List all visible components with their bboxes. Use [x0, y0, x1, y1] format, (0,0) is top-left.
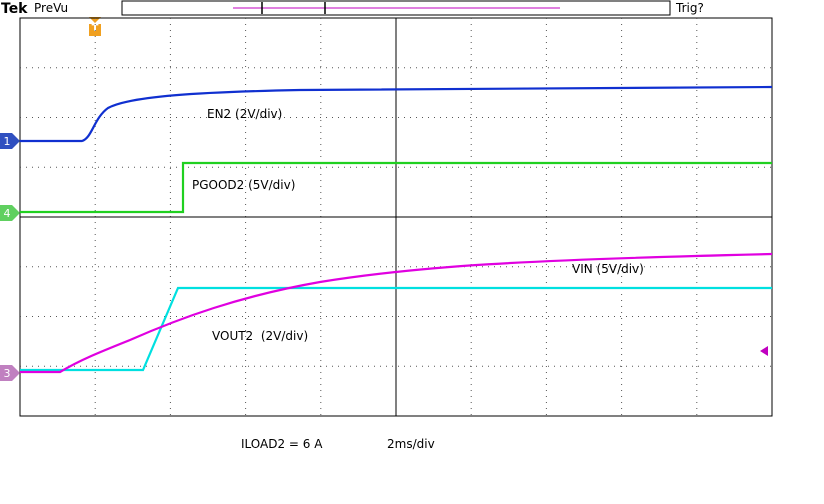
- pgood2-label: PGOOD2 (5V/div): [192, 178, 295, 192]
- graticule: [19, 17, 773, 417]
- ch4-marker: 4: [4, 207, 11, 220]
- vin-label: VIN (5V/div): [572, 262, 644, 276]
- vin-trace: [20, 252, 773, 374]
- timebase-label: 2ms/div: [387, 437, 435, 451]
- status: PreVu: [34, 1, 68, 15]
- pgood2-trace: [20, 161, 772, 214]
- load-label: ILOAD2 = 6 A: [241, 437, 323, 451]
- en2-label: EN2 (2V/div): [207, 107, 282, 121]
- view-bracket: [261, 2, 326, 14]
- trigger-marker: T: [92, 23, 99, 34]
- en2-trace: [20, 85, 773, 143]
- ch1-marker: 1: [4, 135, 11, 148]
- trigger-status: Trig?: [675, 1, 704, 15]
- trigger-icon: [89, 17, 101, 36]
- trigger-level: [760, 346, 768, 356]
- ch3-marker-bg: [0, 365, 20, 381]
- brand: Tek: [1, 1, 28, 17]
- ch3-marker: 3: [4, 367, 11, 380]
- vout2-trace: [20, 286, 772, 372]
- ch1-marker-bg: [0, 133, 20, 149]
- ch4-marker-bg: [0, 205, 20, 221]
- vout2-label: VOUT2 (2V/div): [212, 329, 308, 343]
